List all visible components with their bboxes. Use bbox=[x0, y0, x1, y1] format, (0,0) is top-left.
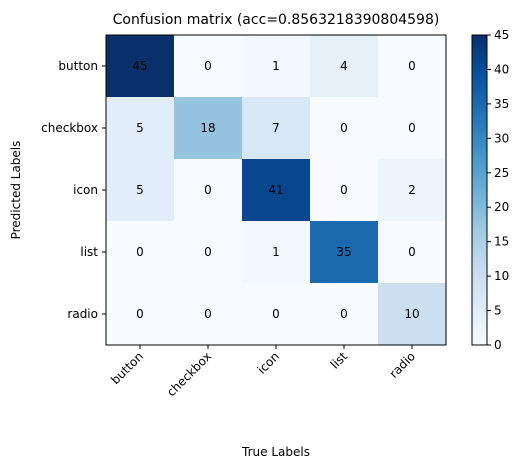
cell-value-label: 45 bbox=[132, 59, 147, 73]
heatmap-cell bbox=[106, 221, 175, 284]
heatmap-cell bbox=[174, 97, 243, 160]
heatmap-cell bbox=[378, 97, 447, 160]
cell-value-label: 2 bbox=[408, 183, 416, 197]
heatmap-cell bbox=[106, 283, 175, 346]
cell-value-label: 4 bbox=[340, 59, 348, 73]
cell-value-label: 0 bbox=[204, 59, 212, 73]
y-tick-label: radio bbox=[67, 307, 98, 321]
colorbar-tick-label: 35 bbox=[494, 97, 509, 111]
colorbar-tick-label: 0 bbox=[494, 338, 502, 352]
heatmap-cell bbox=[310, 283, 379, 346]
x-axis-ticks: button checkbox icon list radio bbox=[108, 345, 418, 399]
cell-value-label: 41 bbox=[268, 183, 283, 197]
heatmap-cell bbox=[378, 35, 447, 98]
heatmap-cell bbox=[174, 159, 243, 222]
colorbar-tick-label: 10 bbox=[494, 269, 509, 283]
cell-value-label: 0 bbox=[136, 307, 144, 321]
y-tick-label: icon bbox=[73, 183, 98, 197]
cell-value-label: 5 bbox=[136, 183, 144, 197]
colorbar-ticks: 0 5 10 15 20 25 30 35 40 45 bbox=[487, 28, 509, 352]
heatmap-cell bbox=[242, 159, 311, 222]
heatmap-cell bbox=[174, 221, 243, 284]
x-tick-label: checkbox bbox=[164, 349, 214, 399]
cell-value-label: 10 bbox=[404, 307, 419, 321]
colorbar-tick-label: 20 bbox=[494, 200, 509, 214]
colorbar-tick-label: 45 bbox=[494, 28, 509, 42]
y-axis-label: Predicted Labels bbox=[9, 141, 23, 240]
x-tick-label: radio bbox=[387, 349, 419, 381]
cell-value-label: 0 bbox=[408, 59, 416, 73]
colorbar-tick-label: 5 bbox=[494, 304, 502, 318]
heatmap-cell bbox=[106, 97, 175, 160]
x-tick-label: icon bbox=[255, 349, 282, 376]
cell-value-label: 7 bbox=[272, 121, 280, 135]
heatmap-cell bbox=[106, 159, 175, 222]
colorbar-tick-label: 25 bbox=[494, 166, 509, 180]
heatmap-cell bbox=[242, 221, 311, 284]
cell-value-label: 0 bbox=[136, 245, 144, 259]
cell-value-label: 0 bbox=[204, 245, 212, 259]
cell-value-label: 5 bbox=[136, 121, 144, 135]
cell-value-label: 0 bbox=[340, 307, 348, 321]
heatmap-cell bbox=[242, 35, 311, 98]
cell-value-label: 0 bbox=[340, 121, 348, 135]
cell-value-label: 0 bbox=[204, 183, 212, 197]
chart-title: Confusion matrix (acc=0.8563218390804598… bbox=[113, 12, 440, 28]
x-axis-label: True Labels bbox=[241, 445, 310, 459]
heatmap-cell bbox=[106, 35, 175, 98]
cell-value-label: 0 bbox=[272, 307, 280, 321]
colorbar bbox=[471, 34, 488, 346]
cell-value-label: 0 bbox=[408, 121, 416, 135]
y-axis-ticks: button checkbox icon list radio bbox=[41, 59, 106, 321]
y-tick-label: checkbox bbox=[41, 121, 98, 135]
heatmap-cell bbox=[310, 221, 379, 284]
cell-value-label: 18 bbox=[200, 121, 215, 135]
x-tick-label: list bbox=[328, 349, 351, 372]
colorbar-tick-label: 15 bbox=[494, 235, 509, 249]
heatmap-cell bbox=[174, 35, 243, 98]
x-tick-label: button bbox=[108, 349, 146, 387]
heatmap-cell bbox=[310, 159, 379, 222]
heatmap-cell bbox=[310, 97, 379, 160]
cell-value-label: 35 bbox=[336, 245, 351, 259]
cell-value-label: 1 bbox=[272, 59, 280, 73]
heatmap-cell bbox=[378, 283, 447, 346]
heatmap-cell bbox=[174, 283, 243, 346]
colorbar-tick-label: 30 bbox=[494, 131, 509, 145]
y-tick-label: list bbox=[80, 245, 98, 259]
colorbar-tick-label: 40 bbox=[494, 62, 509, 76]
heatmap-cell bbox=[242, 283, 311, 346]
cell-value-label: 0 bbox=[340, 183, 348, 197]
heatmap-cell bbox=[378, 221, 447, 284]
heatmap-cell bbox=[310, 35, 379, 98]
heatmap-cells: 45 0 1 4 0 5 18 7 0 0 5 0 41 0 2 0 0 1 35 0 0 0 0 0 10 bbox=[106, 35, 447, 346]
cell-value-label: 0 bbox=[408, 245, 416, 259]
y-tick-label: button bbox=[58, 59, 98, 73]
cell-value-label: 1 bbox=[272, 245, 280, 259]
heatmap-cell bbox=[242, 97, 311, 160]
heatmap-cell bbox=[378, 159, 447, 222]
cell-value-label: 0 bbox=[204, 307, 212, 321]
